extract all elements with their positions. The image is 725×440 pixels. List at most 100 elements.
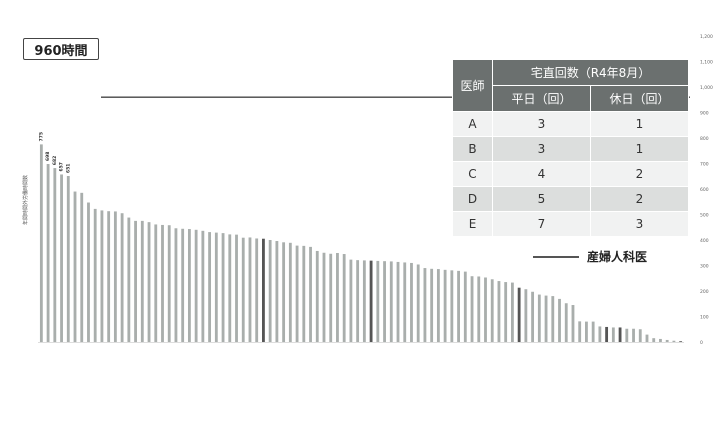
bar — [60, 174, 63, 342]
bar — [497, 281, 501, 342]
highlight-bar — [517, 287, 521, 342]
bar — [181, 228, 185, 342]
bar — [652, 338, 656, 342]
bar — [322, 252, 326, 342]
bar — [376, 260, 380, 342]
bar — [113, 211, 117, 342]
table-row: C 4 2 — [452, 161, 689, 187]
bar — [161, 224, 164, 342]
bar — [611, 327, 615, 342]
table-row: D 5 2 — [452, 186, 689, 212]
bar — [154, 224, 158, 342]
bar — [127, 217, 131, 342]
bar — [625, 328, 629, 342]
bar — [107, 211, 111, 342]
bar — [564, 303, 568, 342]
bar — [632, 328, 635, 342]
bar — [585, 321, 588, 342]
bar — [309, 246, 312, 342]
threshold-badge: 960時間 — [23, 38, 99, 60]
table-cell-holiday: 2 — [590, 161, 689, 187]
bar — [288, 242, 292, 342]
table-cell-id: B — [452, 136, 493, 162]
y-tick-label: 800 — [700, 136, 709, 142]
bar — [255, 238, 259, 342]
y-tick-label: 1,100 — [700, 60, 713, 66]
bar — [638, 329, 642, 342]
bar — [598, 326, 602, 342]
bar — [665, 339, 669, 342]
highlight-bar — [605, 326, 609, 342]
y-tick-label: 200 — [700, 289, 709, 295]
bar — [591, 321, 595, 342]
bar — [578, 321, 582, 342]
bar-value-label: 657 — [59, 162, 65, 171]
bar — [174, 228, 178, 342]
table-corner-header: 医師 — [452, 59, 493, 112]
bar — [87, 202, 90, 342]
bar — [140, 220, 144, 343]
threshold-label: 960時間 — [34, 43, 88, 59]
bar — [167, 225, 171, 342]
bar — [410, 262, 413, 342]
table-cell-holiday: 2 — [590, 186, 689, 212]
bar — [282, 242, 286, 342]
y-tick-label: 600 — [700, 187, 709, 193]
bar — [80, 192, 84, 342]
table-cell-id: D — [452, 186, 493, 212]
bar — [510, 282, 514, 342]
bar — [235, 234, 238, 342]
bar — [73, 191, 77, 342]
bar — [423, 268, 427, 342]
bar — [342, 254, 346, 342]
bar — [524, 289, 528, 342]
table-row: B 3 1 — [452, 136, 689, 162]
table-cell-id: A — [452, 111, 493, 137]
bar — [477, 276, 481, 342]
y-tick-label: 700 — [700, 162, 709, 168]
y-tick-label: 300 — [700, 264, 709, 270]
highlight-bar — [262, 238, 265, 342]
table-group-header: 宅直回数（R4年8月） — [492, 59, 689, 86]
bar — [194, 229, 198, 342]
bar — [672, 340, 676, 342]
table-cell-holiday: 1 — [590, 136, 689, 162]
bar — [645, 334, 649, 342]
table-cell-holiday: 1 — [590, 111, 689, 137]
bar — [537, 294, 541, 342]
bar — [315, 250, 319, 342]
legend: 産婦人科医 — [533, 248, 647, 265]
bar — [443, 269, 447, 342]
bar — [147, 222, 151, 342]
bar — [66, 176, 70, 342]
table-cell-weekday: 4 — [492, 161, 591, 187]
table-col-holiday: 休日（回） — [590, 85, 689, 112]
y-axis-title: 年間時間外労働時間数 — [22, 175, 29, 225]
bar — [187, 229, 191, 342]
bar-value-label: 775 — [38, 132, 44, 141]
table-cell-holiday: 3 — [590, 211, 689, 237]
bar — [268, 240, 272, 342]
legend-swatch — [533, 255, 579, 258]
bar — [100, 210, 104, 342]
bar — [531, 291, 535, 342]
legend-label: 産婦人科医 — [587, 250, 648, 264]
y-tick-label: 0 — [700, 340, 703, 346]
bar — [430, 268, 434, 342]
bar — [396, 261, 400, 342]
bar — [120, 213, 124, 342]
bar — [221, 233, 225, 342]
table-row: E 7 3 — [452, 211, 689, 237]
table-cell-weekday: 3 — [492, 111, 591, 137]
bar — [201, 230, 205, 342]
table-cell-weekday: 5 — [492, 186, 591, 212]
bar — [329, 253, 333, 342]
bar — [208, 232, 212, 342]
bar — [356, 260, 360, 342]
table-col-weekday: 平日（回） — [492, 85, 591, 112]
bar — [436, 269, 440, 342]
bar-value-label: 698 — [45, 152, 51, 161]
bar — [463, 271, 467, 342]
table-cell-weekday: 7 — [492, 211, 591, 237]
